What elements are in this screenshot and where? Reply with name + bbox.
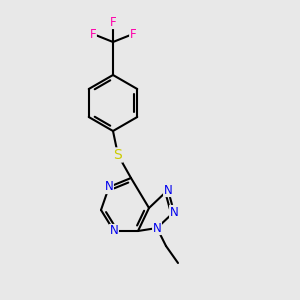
Text: N: N bbox=[105, 181, 113, 194]
Text: F: F bbox=[130, 28, 136, 40]
Text: N: N bbox=[164, 184, 172, 196]
Text: N: N bbox=[153, 221, 161, 235]
Text: S: S bbox=[114, 148, 122, 162]
Text: N: N bbox=[110, 224, 118, 238]
Text: F: F bbox=[90, 28, 96, 40]
Text: F: F bbox=[110, 16, 116, 28]
Text: N: N bbox=[169, 206, 178, 218]
